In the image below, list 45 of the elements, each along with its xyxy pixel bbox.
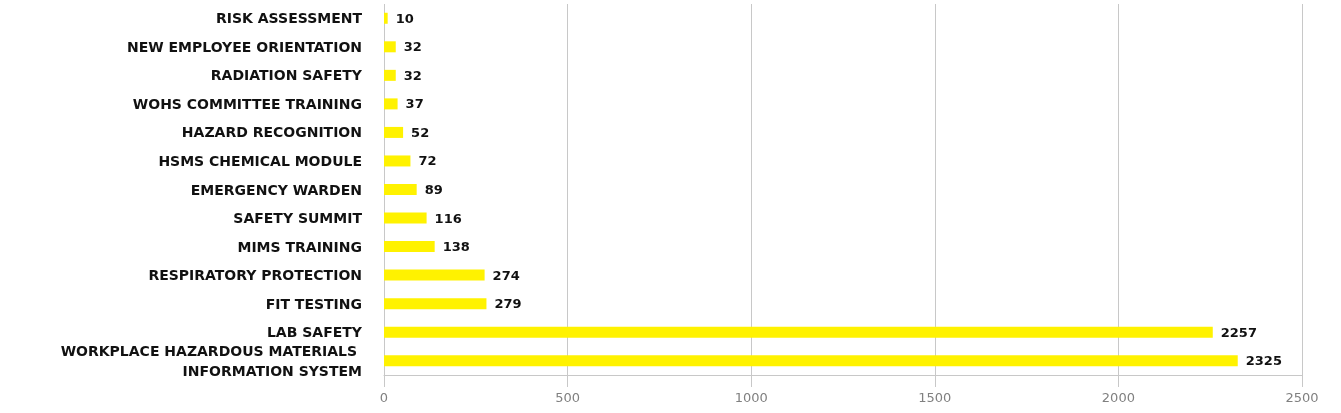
x-tick-label: 2500 (1285, 390, 1319, 405)
y-tick-label: MIMS TRAINING (237, 238, 362, 255)
bar (384, 98, 398, 110)
bar (384, 269, 485, 281)
x-tick-label: 1000 (734, 390, 768, 405)
bar (384, 41, 396, 53)
data-label: 37 (405, 96, 424, 112)
y-tick-label: RISK ASSESSMENT (215, 10, 363, 27)
bar (384, 212, 427, 224)
data-label: 89 (424, 182, 443, 197)
bar (384, 326, 1213, 338)
x-tick-label: 500 (555, 390, 581, 405)
y-tick-label: NEW EMPLOYEE ORIENTATION (126, 38, 362, 55)
y-tick-label: RESPIRATORY PROTECTION (148, 267, 362, 284)
data-label: 10 (395, 10, 414, 26)
data-label: 32 (403, 67, 422, 83)
data-label: 2325 (1245, 353, 1282, 369)
bar (384, 126, 404, 138)
x-tick-label: 0 (379, 390, 389, 405)
data-label: 279 (494, 296, 522, 312)
x-tick-label: 2000 (1101, 390, 1135, 405)
y-tick-label: HAZARD RECOGNITION (181, 124, 362, 141)
bar (384, 355, 1238, 367)
y-tick-label: RADIATION SAFETY (210, 67, 363, 84)
y-tick-label: WORKPLACE HAZARDOUS MATERIALS INFORMATION SYSTEM (60, 342, 362, 379)
bar (384, 184, 417, 195)
bar (384, 155, 411, 167)
data-label: 2257 (1220, 324, 1257, 340)
y-tick-label: WOHS COMMITTEE TRAINING (132, 95, 362, 112)
y-tick-label: SAFETY SUMMIT (233, 210, 363, 227)
bar (384, 69, 396, 81)
y-tick-label: HSMS CHEMICAL MODULE (158, 152, 362, 169)
y-tick-label: EMERGENCY WARDEN (190, 181, 362, 198)
bar (384, 298, 487, 310)
data-label: 72 (418, 153, 437, 169)
data-label: 138 (442, 239, 470, 255)
y-tick-label: LAB SAFETY (266, 324, 363, 341)
data-label: 116 (434, 210, 462, 226)
data-label: 274 (492, 267, 520, 283)
y-tick-label: FIT TESTING (265, 295, 362, 312)
bar (384, 12, 388, 24)
x-tick-label: 1500 (918, 390, 952, 405)
data-label: 32 (403, 39, 422, 55)
bar (384, 241, 435, 253)
data-label: 52 (411, 124, 430, 140)
